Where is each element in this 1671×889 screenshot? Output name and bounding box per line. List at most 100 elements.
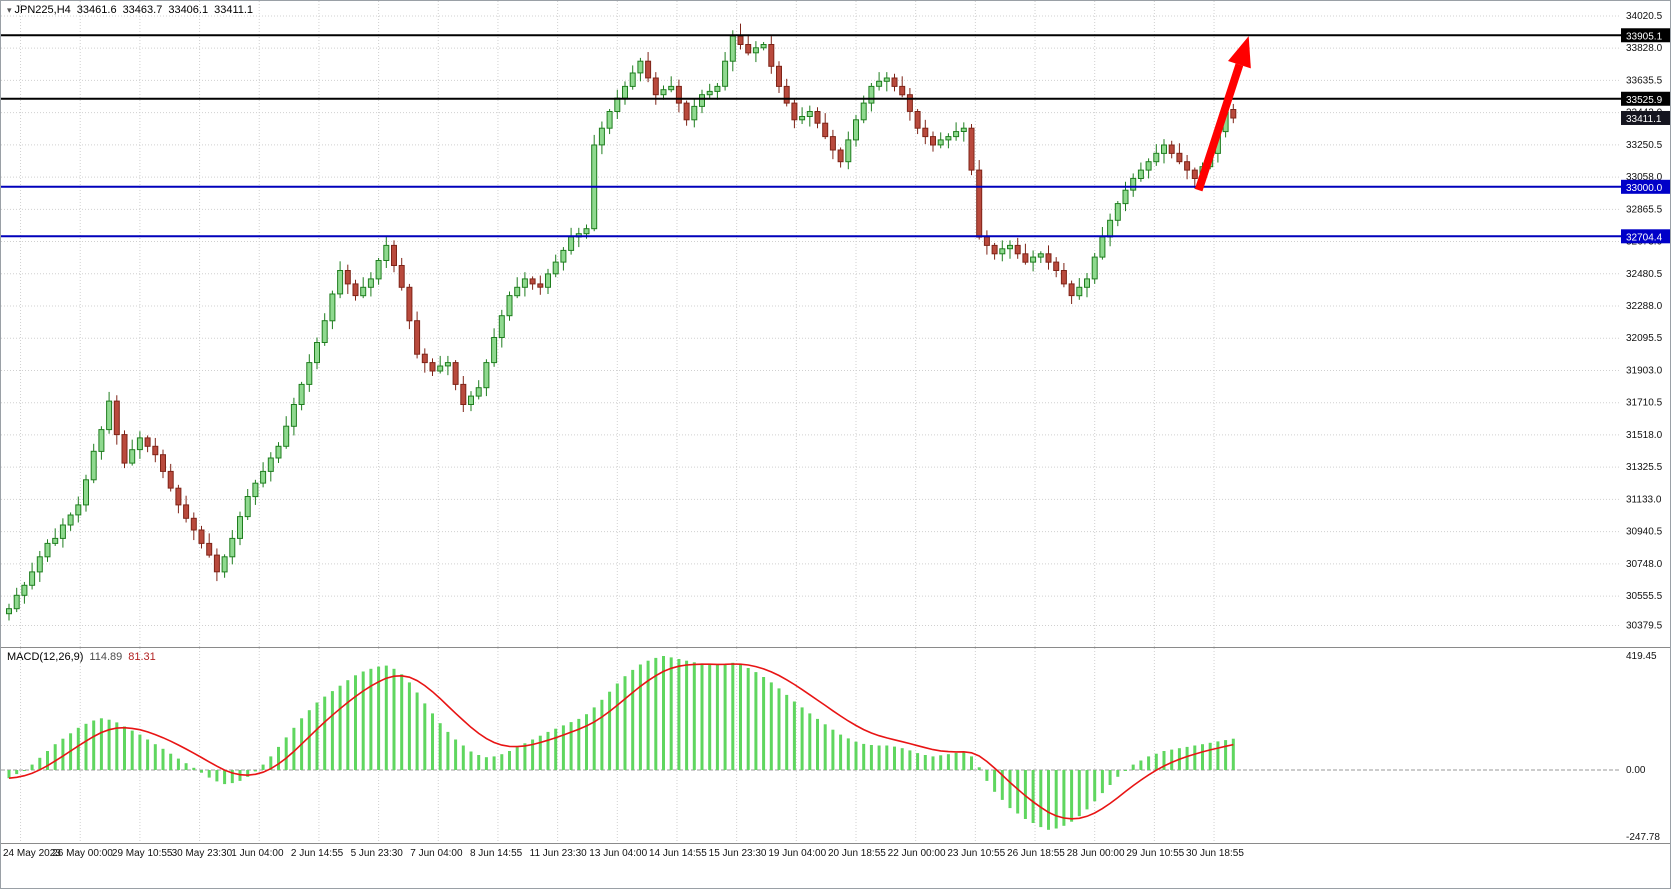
macd-panel: 419.45 0.00 -247.78 MACD(12,26,9) 114.89 81.… bbox=[1, 647, 1671, 844]
macd-bar bbox=[523, 743, 527, 770]
time-label: 11 Jun 23:30 bbox=[529, 848, 587, 859]
horizontal-lines[interactable] bbox=[1, 34, 1621, 238]
bull-candle bbox=[1114, 203, 1121, 221]
macd-bar bbox=[939, 755, 943, 770]
price-chart[interactable]: 34020.533828.033635.533443.033250.533058… bbox=[1, 1, 1671, 647]
macd-bar bbox=[1231, 738, 1235, 770]
time-label: 22 Jun 00:00 bbox=[887, 848, 946, 859]
bull-candle bbox=[67, 514, 74, 526]
macd-bar bbox=[377, 666, 381, 770]
macd-bar bbox=[877, 745, 881, 770]
bear-candle bbox=[1168, 144, 1175, 154]
macd-bar bbox=[754, 672, 758, 770]
bull-candle bbox=[252, 482, 259, 498]
macd-axis-labels: 419.45 0.00 -247.78 bbox=[1626, 651, 1660, 843]
bull-candle bbox=[221, 556, 228, 573]
macd-bar bbox=[869, 745, 873, 770]
bear-candle bbox=[121, 434, 128, 464]
price-badges: 33905.1 33525.9 33411.1 33000.0 32704.4 bbox=[1621, 28, 1670, 244]
macd-bar bbox=[1193, 745, 1197, 770]
macd-bar bbox=[762, 677, 766, 770]
bear-candle bbox=[429, 362, 436, 372]
macd-bar bbox=[1139, 760, 1143, 770]
bull-candle bbox=[722, 60, 729, 87]
macd-bar bbox=[654, 657, 658, 770]
macd-bar bbox=[169, 753, 173, 770]
time-label: 28 Jun 00:00 bbox=[1066, 848, 1125, 859]
bear-candle bbox=[652, 77, 659, 96]
bull-candle bbox=[13, 594, 20, 610]
bull-candle bbox=[75, 504, 82, 516]
macd-bar bbox=[538, 735, 542, 770]
macd-bar bbox=[15, 770, 19, 775]
macd-bar bbox=[1016, 770, 1020, 814]
bear-candle bbox=[1060, 270, 1067, 285]
macd-bar bbox=[200, 770, 203, 773]
time-axis[interactable]: 24 May 2023 26 May 00:00 29 May 10:55 30 Ma… bbox=[1, 843, 1670, 867]
macd-bar bbox=[600, 699, 604, 770]
bull-candle bbox=[868, 85, 875, 104]
macd-bar bbox=[1031, 770, 1035, 823]
time-label: 23 Jun 10:55 bbox=[947, 848, 1006, 859]
macd-bar bbox=[215, 770, 219, 782]
bear-candle bbox=[175, 487, 182, 506]
trend-arrow[interactable] bbox=[1194, 36, 1251, 192]
macd-bar bbox=[1100, 770, 1104, 794]
macd-bar bbox=[970, 756, 973, 770]
bull-candle bbox=[845, 139, 852, 163]
macd-value-main: 114.89 bbox=[89, 651, 123, 663]
bull-candle bbox=[106, 400, 113, 431]
bull-candle bbox=[260, 470, 267, 484]
macd-bar bbox=[438, 723, 442, 770]
bull-candle bbox=[98, 429, 105, 452]
macd-bar bbox=[985, 770, 989, 781]
svg-text:32865.5: 32865.5 bbox=[1626, 204, 1663, 215]
bear-candle bbox=[783, 85, 790, 104]
macd-bar bbox=[831, 729, 835, 770]
bull-candle bbox=[1161, 144, 1167, 154]
macd-bar bbox=[346, 680, 350, 770]
svg-text:33828.0: 33828.0 bbox=[1626, 43, 1663, 54]
bear-candle bbox=[1014, 244, 1021, 255]
macd-bar bbox=[1070, 770, 1074, 822]
bear-candle bbox=[891, 77, 898, 87]
bull-candle bbox=[853, 119, 859, 141]
bull-candle bbox=[999, 248, 1006, 255]
bull-candle bbox=[21, 584, 28, 596]
ohlc-low: 33406.1 bbox=[168, 4, 209, 16]
macd-bar bbox=[61, 738, 65, 770]
price-axis-labels: 34020.533828.033635.533443.033250.533058… bbox=[1626, 11, 1663, 632]
macd-bar bbox=[484, 757, 488, 770]
macd-bar bbox=[546, 731, 550, 770]
bear-candle bbox=[421, 353, 428, 364]
bear-candle bbox=[968, 127, 975, 171]
macd-chart[interactable]: 419.45 0.00 -247.78 bbox=[1, 648, 1671, 844]
time-label: 24 May 2023 bbox=[3, 848, 61, 859]
bear-candle bbox=[460, 383, 467, 405]
bear-candle bbox=[344, 270, 351, 285]
bear-candle bbox=[1022, 253, 1029, 263]
macd-bar bbox=[900, 748, 904, 770]
macd-bar bbox=[723, 663, 727, 770]
macd-bar bbox=[1208, 742, 1212, 770]
macd-bar bbox=[1008, 770, 1012, 809]
price-badge bbox=[1621, 28, 1670, 43]
svg-text:33000.0: 33000.0 bbox=[1626, 183, 1663, 194]
bull-candle bbox=[1145, 161, 1152, 171]
bull-candle bbox=[691, 105, 698, 121]
macd-bar bbox=[30, 764, 34, 770]
macd-bar bbox=[1000, 770, 1004, 800]
bull-candle bbox=[560, 249, 567, 263]
bull-candle bbox=[491, 337, 498, 364]
bear-candle bbox=[198, 529, 205, 544]
macd-bar bbox=[277, 746, 280, 770]
bear-candle bbox=[1053, 261, 1060, 272]
macd-bar bbox=[638, 664, 642, 770]
macd-bar bbox=[407, 682, 411, 770]
macd-bar bbox=[1023, 770, 1027, 819]
bull-candle bbox=[1107, 219, 1114, 238]
macd-bar bbox=[92, 720, 96, 770]
macd-bar bbox=[369, 668, 373, 770]
time-label: 19 Jun 04:00 bbox=[768, 848, 827, 859]
